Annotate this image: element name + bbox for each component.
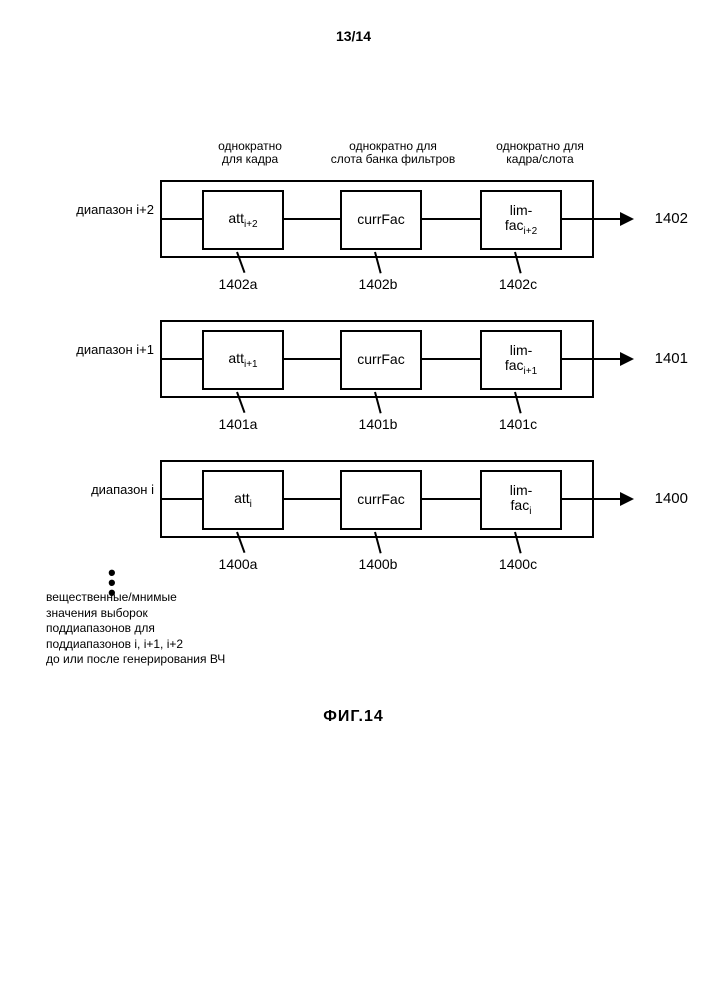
header-col3: однократно для кадра/слота [480, 140, 600, 166]
callout-label: 1400c [488, 556, 548, 572]
arrow-line [592, 498, 622, 500]
callout-label: 1401a [208, 416, 268, 432]
output-label: 1401 [655, 350, 688, 367]
page-number: 13/14 [0, 28, 707, 44]
lim-top: lim- [510, 202, 533, 218]
att-sub: i [250, 498, 252, 509]
att-text: att [228, 210, 244, 226]
row-i: диапазон i atti currFac lim-faci 1400 [160, 460, 594, 538]
currfac-text: currFac [357, 352, 404, 367]
lim-bot: fac [511, 497, 530, 513]
arrow-icon [620, 352, 634, 366]
input-label: диапазон i [46, 482, 154, 497]
block-currfac: currFac [340, 330, 422, 390]
block-att: atti+1 [202, 330, 284, 390]
block-limfac: lim-faci+1 [480, 330, 562, 390]
currfac-text: currFac [357, 492, 404, 507]
figure-label: ФИГ.14 [0, 708, 707, 726]
att-sub: i+2 [244, 218, 258, 229]
output-label: 1400 [655, 490, 688, 507]
lim-sub: i+1 [524, 366, 538, 377]
callout-label: 1400b [348, 556, 408, 572]
input-label: диапазон i+1 [46, 342, 154, 357]
callout-label: 1402b [348, 276, 408, 292]
lim-sub: i [529, 506, 531, 517]
att-text: att [234, 490, 250, 506]
callout-label: 1402c [488, 276, 548, 292]
arrow-line [592, 358, 622, 360]
block-currfac: currFac [340, 470, 422, 530]
arrow-icon [620, 492, 634, 506]
callout-label: 1400a [208, 556, 268, 572]
block-limfac: lim-faci+2 [480, 190, 562, 250]
row-i-plus-1: диапазон i+1 atti+1 currFac lim-faci+1 1… [160, 320, 594, 398]
input-label: диапазон i+2 [46, 202, 154, 217]
arrow-line [592, 218, 622, 220]
output-label: 1402 [655, 210, 688, 227]
currfac-text: currFac [357, 212, 404, 227]
callout-label: 1401c [488, 416, 548, 432]
block-att: atti [202, 470, 284, 530]
header-col2: однократно для слота банка фильтров [328, 140, 458, 166]
diagram-area: однократно для кадра однократно для слот… [40, 180, 660, 600]
arrow-icon [620, 212, 634, 226]
block-limfac: lim-faci [480, 470, 562, 530]
att-sub: i+1 [244, 358, 258, 369]
callout-label: 1401b [348, 416, 408, 432]
row-i-plus-2: диапазон i+2 atti+2 currFac lim-faci+2 1… [160, 180, 594, 258]
att-text: att [228, 350, 244, 366]
footnote-text: вещественные/мнимые значения выборок под… [46, 590, 296, 668]
block-att: atti+2 [202, 190, 284, 250]
header-col1: однократно для кадра [200, 140, 300, 166]
callout-label: 1402a [208, 276, 268, 292]
lim-sub: i+2 [524, 226, 538, 237]
block-currfac: currFac [340, 190, 422, 250]
lim-bot: fac [505, 357, 524, 373]
lim-top: lim- [510, 342, 533, 358]
lim-top: lim- [510, 482, 533, 498]
lim-bot: fac [505, 217, 524, 233]
